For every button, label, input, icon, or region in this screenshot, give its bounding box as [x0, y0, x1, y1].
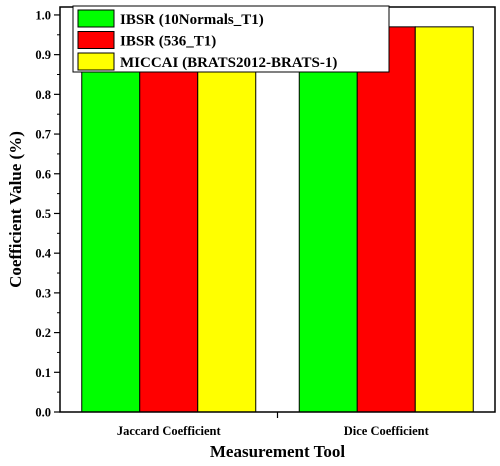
x-axis-title: Measurement Tool: [210, 442, 345, 461]
bar-1-1: [81, 18, 141, 413]
legend: IBSR (10Normals_T1) IBSR (536_T1) MICCAI (…: [72, 5, 390, 73]
legend-label: IBSR (10Normals_T1): [120, 12, 264, 28]
y-tick-label: 0.9: [35, 48, 51, 62]
legend-box: [72, 5, 390, 73]
bar-3-2: [414, 26, 474, 413]
y-axis: 0.0 0.1 0.2 0.3 0.4 0.5 0.6 0.7 0.8 0.9 1.0: [35, 8, 60, 420]
x-category-label: Jaccard Coefficient: [117, 424, 222, 438]
y-tick-label: 0.8: [35, 88, 51, 102]
bar-1-2: [298, 18, 358, 413]
x-axis: Jaccard Coefficient Dice Coefficient: [117, 412, 430, 438]
y-tick-label: 0.6: [35, 167, 51, 181]
y-tick-label: 0.2: [35, 326, 51, 340]
legend-swatch: [77, 31, 115, 49]
y-tick-label: 0.0: [35, 406, 51, 420]
y-tick-label: 0.3: [35, 286, 51, 300]
legend-swatch: [77, 9, 115, 28]
y-tick-label: 1.0: [35, 8, 51, 22]
bar-2-2: [356, 26, 416, 413]
y-tick-label: 0.5: [35, 207, 51, 221]
y-tick-label: 0.1: [35, 366, 51, 380]
x-category-label: Dice Coefficient: [344, 424, 430, 438]
y-tick-label: 0.4: [35, 247, 51, 261]
legend-label: IBSR (536_T1): [120, 34, 216, 50]
bars-layer: [81, 18, 474, 413]
legend-swatch: [77, 52, 115, 71]
y-tick-label: 0.7: [35, 128, 51, 142]
legend-label: MICCAI (BRATS2012-BRATS-1): [120, 55, 337, 71]
bar-2-1: [139, 34, 199, 413]
y-axis-title: Coefficient Value (%): [6, 131, 25, 288]
bar-3-1: [197, 38, 257, 413]
